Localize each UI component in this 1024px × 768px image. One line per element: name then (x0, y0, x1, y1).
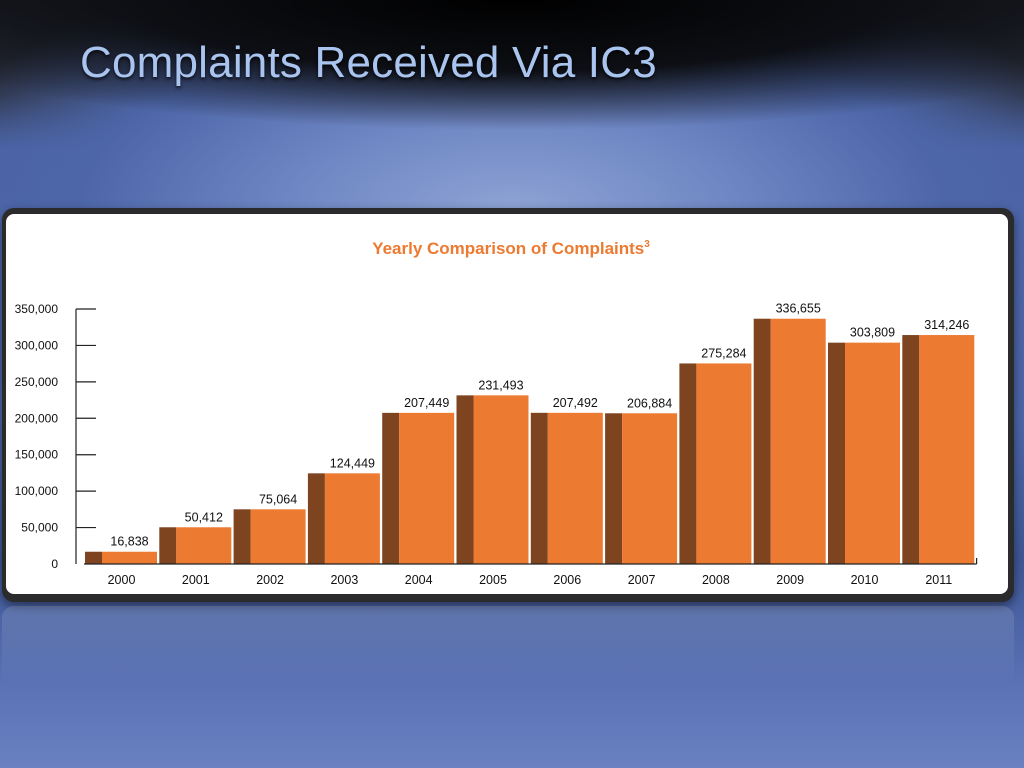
bar-side (159, 527, 177, 564)
chart-reflection (2, 606, 1014, 686)
bar-value-label: 303,809 (850, 326, 895, 340)
chart-title: Yearly Comparison of Complaints3 (372, 239, 650, 258)
x-tick-label: 2001 (182, 573, 210, 587)
x-tick-label: 2004 (405, 573, 433, 587)
chart-panel: Yearly Comparison of Complaints3 0 50,000… (6, 214, 1008, 594)
x-axis: 2000 2001 2002 2003 2004 2005 2006 2007 2008 2009… (84, 558, 978, 587)
bar-2010: 303,809 (828, 326, 900, 564)
bar-2002: 75,064 (233, 492, 306, 564)
bar-front (919, 335, 975, 564)
x-tick-label: 2000 (108, 573, 136, 587)
bar-side (753, 318, 771, 564)
bar-value-label: 50,412 (185, 510, 223, 524)
y-tick-label: 300,000 (15, 338, 59, 352)
bar-front (176, 527, 232, 564)
y-tick-label: 100,000 (15, 484, 59, 498)
bar-2011: 314,246 (902, 318, 975, 564)
bar-front (547, 412, 603, 564)
bar-front (770, 318, 826, 564)
bar-2008: 275,284 (679, 346, 752, 564)
bar-front (696, 363, 752, 564)
y-tick-label: 150,000 (15, 448, 59, 462)
bar-side (382, 412, 400, 564)
bar-chart: Yearly Comparison of Complaints3 0 50,000… (15, 239, 978, 587)
bar-2001: 50,412 (159, 510, 232, 564)
bar-value-label: 231,493 (478, 378, 523, 392)
bar-side (605, 413, 623, 564)
y-tick-label: 250,000 (15, 375, 59, 389)
bar-value-label: 275,284 (701, 346, 746, 360)
bar-2006: 207,492 (530, 396, 603, 564)
y-tick-label: 50,000 (21, 521, 58, 535)
bar-front (622, 413, 678, 564)
bar-value-label: 75,064 (259, 492, 297, 506)
x-tick-label: 2006 (553, 573, 581, 587)
bar-side (456, 395, 474, 564)
bar-front (473, 395, 529, 564)
bar-2005: 231,493 (456, 378, 529, 564)
y-tick-label: 350,000 (15, 302, 59, 316)
chart-title-text: Yearly Comparison of Complaints (372, 239, 644, 258)
bar-2009: 336,655 (753, 302, 826, 564)
bar-value-label: 207,449 (404, 396, 449, 410)
bar-2004: 207,449 (382, 396, 455, 564)
x-tick-label: 2003 (330, 573, 358, 587)
bar-front (399, 412, 455, 564)
y-axis: 0 50,000 100,000 150,000 200,000 250,000 300,0… (15, 302, 96, 571)
bar-value-label: 314,246 (924, 318, 969, 332)
bar-value-label: 336,655 (776, 302, 821, 316)
y-tick-label: 0 (51, 557, 58, 571)
bar-2007: 206,884 (605, 396, 678, 564)
bar-front (324, 473, 380, 564)
y-tick-label: 200,000 (15, 411, 59, 425)
x-tick-label: 2010 (851, 573, 879, 587)
bar-value-label: 124,449 (330, 456, 375, 470)
bar-2000: 16,838 (85, 535, 157, 564)
x-tick-label: 2008 (702, 573, 730, 587)
bar-value-label: 16,838 (110, 535, 148, 549)
chart-title-superscript: 3 (644, 239, 650, 250)
bar-side (828, 342, 845, 564)
x-tick-label: 2011 (925, 573, 952, 587)
bar-side (530, 412, 548, 564)
bar-side (85, 551, 102, 564)
bar-side (902, 335, 920, 564)
x-tick-label: 2005 (479, 573, 507, 587)
bar-value-label: 207,492 (553, 396, 598, 410)
bar-front (102, 551, 157, 564)
title-band (0, 0, 1024, 150)
x-tick-label: 2002 (256, 573, 284, 587)
bar-side (307, 473, 325, 564)
slide-title: Complaints Received Via IC3 (80, 38, 657, 87)
x-tick-label: 2009 (776, 573, 804, 587)
bar-side (233, 509, 251, 564)
bar-2003: 124,449 (307, 456, 380, 564)
bar-front (845, 342, 900, 564)
x-tick-label: 2007 (628, 573, 656, 587)
bar-front (250, 509, 306, 564)
bar-side (679, 363, 697, 564)
bars: 16,838 50,412 75,064 124,449 207,449 231,493 2… (85, 302, 975, 564)
bar-value-label: 206,884 (627, 396, 672, 410)
